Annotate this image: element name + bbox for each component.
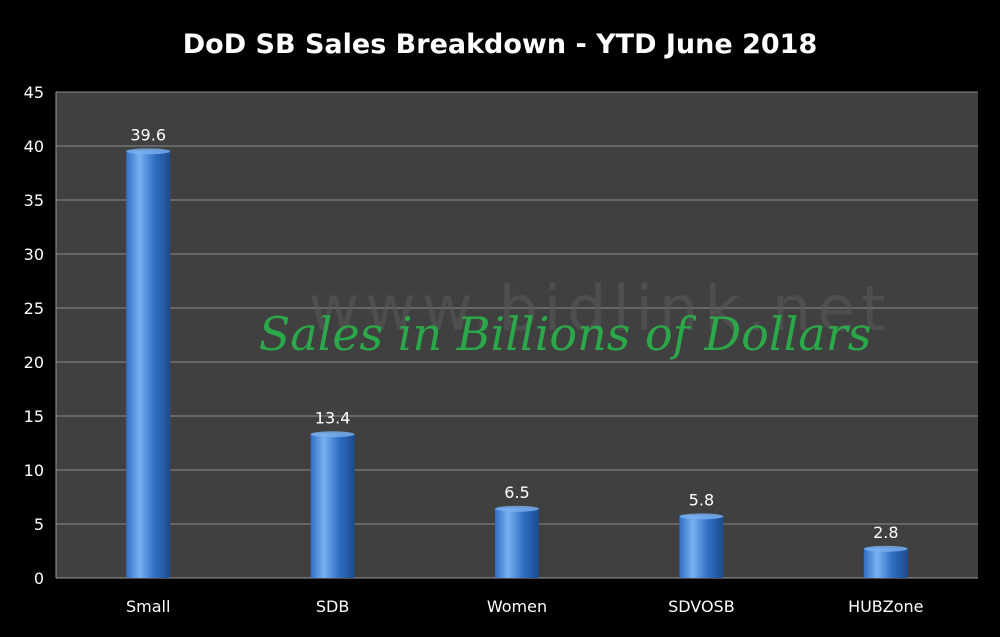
x-tick-label-women: Women <box>487 597 547 616</box>
x-tick-label-sdb: SDB <box>316 597 349 616</box>
bar-cap-hubzone <box>863 545 908 552</box>
bar-sdvosb <box>679 515 724 578</box>
bar-hubzone <box>863 547 908 578</box>
bar-women <box>495 507 539 578</box>
chart-title: DoD SB Sales Breakdown - YTD June 2018 <box>183 29 817 60</box>
y-tick-label-0: 0 <box>34 569 44 588</box>
y-tick-label-40: 40 <box>24 137 44 156</box>
watermark: www.bidlink.net <box>308 272 891 345</box>
x-tick-label-sdvosb: SDVOSB <box>668 597 735 616</box>
y-tick-label-20: 20 <box>24 353 44 372</box>
y-tick-label-30: 30 <box>24 245 44 264</box>
bar-cap-sdb <box>310 431 355 438</box>
bar-cap-sdvosb <box>679 513 724 520</box>
y-tick-label-5: 5 <box>34 515 44 534</box>
y-tick-label-35: 35 <box>24 191 44 210</box>
y-tick-label-25: 25 <box>24 299 44 318</box>
bar-sdb <box>310 433 355 578</box>
y-tick-label-45: 45 <box>24 83 44 102</box>
x-tick-label-small: Small <box>126 597 170 616</box>
data-label-sdvosb: 5.8 <box>689 490 714 509</box>
y-tick-label-10: 10 <box>24 461 44 480</box>
bar-cap-small <box>126 148 171 155</box>
data-label-sdb: 13.4 <box>315 408 351 427</box>
plot-area <box>56 92 978 578</box>
y-tick-label-15: 15 <box>24 407 44 426</box>
bar-cap-women <box>495 505 539 512</box>
data-label-women: 6.5 <box>504 483 529 502</box>
x-tick-label-hubzone: HUBZone <box>848 597 923 616</box>
data-label-hubzone: 2.8 <box>873 523 898 542</box>
data-label-small: 39.6 <box>130 125 166 144</box>
bar-small <box>126 150 171 578</box>
annotation-text: Sales in Billions of Dollars <box>259 307 872 361</box>
